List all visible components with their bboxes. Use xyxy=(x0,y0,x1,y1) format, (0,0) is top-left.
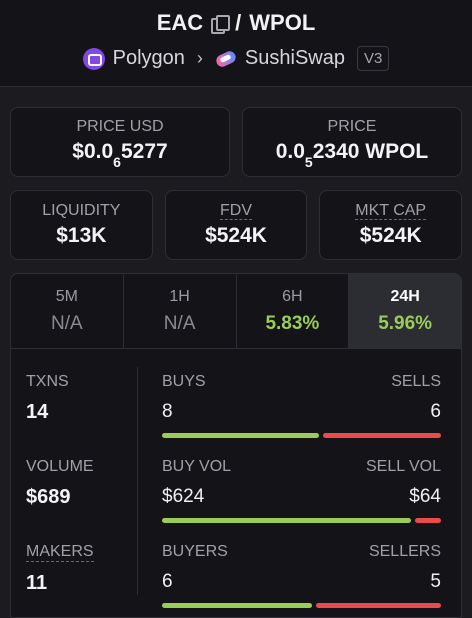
mkt-cap-label[interactable]: MKT CAP xyxy=(355,202,427,220)
sellers-value: 5 xyxy=(430,571,441,592)
sells-label: SELLS xyxy=(391,373,441,390)
liquidity-value: $13K xyxy=(56,224,107,247)
price-native-value: 0.052340 WPOL xyxy=(275,139,429,171)
tab-5m-label: 5M xyxy=(55,287,78,305)
sell-vol-value: $64 xyxy=(409,486,441,507)
tab-6h[interactable]: 6H 5.83% xyxy=(237,274,350,348)
metrics-row: LIQUIDITY $13K FDV $524K MKT CAP $524K xyxy=(10,190,463,260)
pair-header: EAC / WPOL Polygon › SushiSwap V3 xyxy=(0,0,472,87)
pair-title: EAC / WPOL xyxy=(157,10,316,36)
tab-24h-value: 5.96% xyxy=(378,312,433,334)
liquidity-label: LIQUIDITY xyxy=(42,202,121,219)
sells-bar-fill xyxy=(323,433,441,438)
txns-label: TXNS xyxy=(26,373,69,390)
tab-5m[interactable]: 5M N/A xyxy=(11,274,124,348)
price-native-label: PRICE xyxy=(327,117,377,135)
tab-1h-label: 1H xyxy=(169,287,190,305)
chain-dex-row: Polygon › SushiSwap V3 xyxy=(82,46,390,71)
stats-right: BUYS SELLS 8 6 BUY VOL SELL VOL $624 $64 BUY… xyxy=(138,349,461,608)
buyers-sellers-block: BUYERS SELLERS 6 5 xyxy=(162,519,441,608)
buy-vol-bar-fill xyxy=(162,518,412,523)
version-badge: V3 xyxy=(356,46,390,71)
tab-1h[interactable]: 1H N/A xyxy=(124,274,237,348)
copy-icon[interactable] xyxy=(211,15,231,34)
quote-token[interactable]: WPOL xyxy=(249,10,316,35)
buys-sells-bar xyxy=(162,433,441,438)
mkt-cap-value: $524K xyxy=(359,224,422,247)
timeframe-tabs: 5M N/A 1H N/A 6H 5.83% 24H 5.96% xyxy=(11,274,461,349)
liquidity-card: LIQUIDITY $13K xyxy=(10,190,153,260)
buys-value: 8 xyxy=(162,401,173,422)
makers-stat: MAKERS 11 xyxy=(26,537,137,617)
tab-24h[interactable]: 24H 5.96% xyxy=(349,274,461,348)
buyers-value: 6 xyxy=(162,571,173,592)
chain-name[interactable]: Polygon xyxy=(112,47,185,69)
buys-label: BUYS xyxy=(162,373,206,390)
polygon-icon xyxy=(82,47,105,70)
buys-sells-block: BUYS SELLS 8 6 xyxy=(162,349,441,438)
txns-stat: TXNS 14 xyxy=(26,367,137,452)
volume-label: VOLUME xyxy=(26,458,94,475)
tab-1h-value: N/A xyxy=(163,312,196,334)
buyers-bar-fill xyxy=(162,603,312,608)
buyers-label: BUYERS xyxy=(162,543,228,560)
stats-left: TXNS 14 VOLUME $689 MAKERS 11 xyxy=(11,367,138,595)
price-row: PRICE USD $0.065277 PRICE 0.052340 WPOL xyxy=(10,107,462,177)
txns-value: 14 xyxy=(26,401,49,423)
tab-6h-label: 6H xyxy=(282,287,303,305)
dex-name[interactable]: SushiSwap xyxy=(244,47,345,69)
sell-vol-bar-fill xyxy=(415,518,441,523)
pair-separator: / xyxy=(235,10,242,35)
stats-body: TXNS 14 VOLUME $689 MAKERS 11 BUYS SELLS … xyxy=(11,349,461,608)
tab-24h-label: 24H xyxy=(390,287,420,305)
tab-5m-value: N/A xyxy=(51,312,83,334)
stats-panel: 5M N/A 1H N/A 6H 5.83% 24H 5.96% TXNS 14… xyxy=(10,273,462,618)
sells-value: 6 xyxy=(430,401,441,422)
price-usd-value: $0.065277 xyxy=(72,139,168,171)
price-usd-card: PRICE USD $0.065277 xyxy=(10,107,230,177)
sushiswap-icon xyxy=(215,48,237,70)
fdv-label[interactable]: FDV xyxy=(220,202,252,220)
price-usd-label: PRICE USD xyxy=(76,117,164,135)
base-token[interactable]: EAC xyxy=(156,10,204,35)
volume-stat: VOLUME $689 xyxy=(26,452,137,537)
volume-bar xyxy=(162,518,441,523)
buyers-sellers-bar xyxy=(162,603,441,608)
fdv-card[interactable]: FDV $524K xyxy=(164,190,308,260)
sellers-label: SELLERS xyxy=(368,543,441,560)
volume-block: BUY VOL SELL VOL $624 $64 xyxy=(162,434,441,523)
chevron-right-icon: › xyxy=(196,48,203,68)
mkt-cap-card[interactable]: MKT CAP $524K xyxy=(319,190,463,260)
buy-vol-label: BUY VOL xyxy=(162,458,232,475)
makers-value: 11 xyxy=(26,572,48,594)
fdv-value: $524K xyxy=(205,224,267,247)
buys-bar-fill xyxy=(162,433,320,438)
buy-vol-value: $624 xyxy=(162,486,205,507)
sell-vol-label: SELL VOL xyxy=(365,458,441,475)
makers-label[interactable]: MAKERS xyxy=(26,537,94,562)
sellers-bar-fill xyxy=(315,603,441,608)
tab-6h-value: 5.83% xyxy=(265,312,320,334)
price-native-card: PRICE 0.052340 WPOL xyxy=(242,107,462,177)
volume-value: $689 xyxy=(26,486,71,508)
